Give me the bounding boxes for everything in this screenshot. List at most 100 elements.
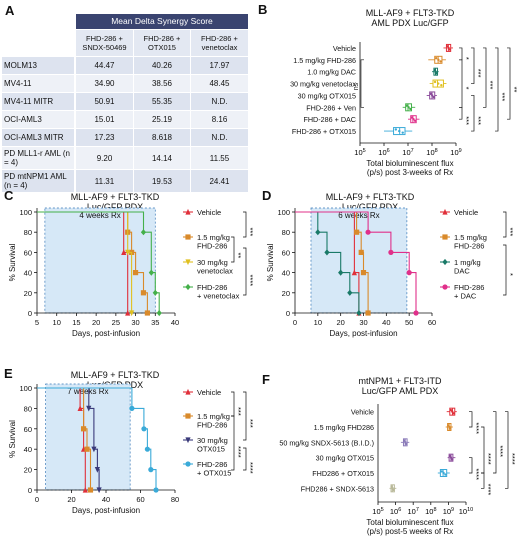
significance-label: ****	[484, 484, 493, 496]
significance-bracket	[459, 59, 463, 108]
x-tick-label: 1010	[459, 507, 473, 516]
panel-letter: D	[262, 188, 271, 203]
x-tick-label: 0	[35, 495, 39, 504]
category-label: FHD-286 + OTX015	[292, 127, 356, 136]
legend-label: OTX015	[197, 445, 225, 454]
x-tick-label: 20	[336, 318, 344, 327]
table-cell: 25.19	[134, 111, 190, 128]
y-tick-label: 0	[28, 309, 32, 318]
table-cell: 9.20	[76, 147, 133, 169]
box-point	[439, 60, 442, 63]
x-tick-label: 60	[428, 318, 436, 327]
box-point	[412, 117, 415, 121]
x-tick-label: 30	[359, 318, 367, 327]
treatment-window	[45, 383, 131, 491]
survival-marker	[125, 249, 131, 256]
x-axis-label: Total bioluminescent flux	[366, 518, 453, 527]
table-cell: 38.56	[134, 75, 190, 92]
significance-label: ***	[506, 228, 515, 237]
table-row-label: MV4-11	[2, 75, 74, 92]
survival-marker	[84, 446, 90, 452]
legend-label: + DAC	[454, 292, 477, 301]
box-point	[431, 94, 434, 97]
survival-marker	[129, 405, 135, 411]
survival-marker	[354, 229, 360, 235]
box-point	[444, 473, 447, 476]
table-cell: 14.14	[134, 147, 190, 169]
table-cell: 11.31	[76, 170, 133, 192]
legend-marker	[185, 234, 191, 240]
x-tick-label: 5	[35, 318, 39, 327]
box-point	[434, 57, 438, 60]
significance-bracket	[503, 211, 507, 238]
significance-bracket	[471, 95, 475, 132]
survival-curve	[295, 211, 360, 313]
x-tick-label: 105	[354, 148, 365, 157]
survival-marker	[144, 310, 150, 316]
legend-label: venetoclax	[197, 267, 233, 276]
survival-marker	[80, 426, 87, 432]
x-tick-label: 40	[171, 318, 179, 327]
box-point	[437, 82, 440, 85]
significance-label: ****	[496, 445, 505, 457]
y-tick-label: 40	[24, 445, 32, 454]
y-tick-label: 60	[282, 248, 290, 257]
x-tick-label: 40	[382, 318, 390, 327]
x-tick-label: 109	[443, 507, 454, 516]
box-point	[394, 128, 398, 131]
significance-bracket	[493, 411, 497, 474]
significance-label: **	[510, 87, 519, 93]
significance-bracket	[243, 211, 247, 238]
table-cell: 44.47	[76, 57, 133, 74]
box-point	[442, 471, 445, 475]
table-cell: 8.618	[134, 129, 190, 146]
legend-label: 1.5 mg/kg	[454, 233, 487, 242]
y-tick-label: 40	[282, 269, 290, 278]
y-tick-label: 60	[24, 248, 32, 257]
significance-bracket	[471, 47, 475, 84]
table-cell: 50.91	[76, 93, 133, 110]
significance-bracket	[231, 415, 235, 471]
survival-marker	[86, 405, 92, 412]
table-row-label: MV4-11 MITR	[2, 93, 74, 110]
survival-marker	[338, 269, 344, 276]
significance-label: ***	[474, 69, 483, 78]
legend-marker	[185, 259, 191, 266]
x-tick-label: 20	[67, 495, 75, 504]
legend-label: 30 mg/kg	[197, 436, 228, 445]
survival-marker	[140, 290, 147, 296]
legend-label: 1 mg/kg	[454, 258, 481, 267]
box-point	[405, 104, 409, 107]
legend-label: 1.5 mg/kg	[197, 412, 230, 421]
table-cell: 40.26	[134, 57, 190, 74]
significance-label: **	[234, 253, 243, 259]
chart-title: Luc/GFP PDX	[87, 202, 143, 212]
significance-label: ns	[353, 82, 360, 90]
box-point	[452, 412, 455, 415]
chart-title: AML PDX Luc/GFP	[371, 18, 448, 28]
x-axis-label: Total bioluminescent flux	[366, 159, 453, 168]
box-point	[449, 427, 452, 430]
significance-label: ***	[486, 81, 495, 90]
survival-marker	[360, 270, 367, 276]
y-tick-label: 80	[24, 228, 32, 237]
box-point	[433, 80, 437, 84]
panel-letter: F	[262, 372, 270, 387]
survival-marker	[140, 229, 147, 236]
significance-bracket	[503, 244, 507, 296]
box-point	[392, 488, 395, 492]
x-tick-label: 40	[102, 495, 110, 504]
box-point	[440, 470, 443, 473]
x-tick-label: 25	[112, 318, 120, 327]
box-point	[413, 119, 417, 122]
x-tick-label: 106	[378, 148, 389, 157]
box-point	[432, 95, 435, 99]
table-cell: 8.16	[191, 111, 248, 128]
legend-marker	[442, 258, 448, 266]
survival-marker	[82, 486, 88, 493]
survival-marker	[351, 269, 357, 276]
significance-label: ****	[246, 462, 255, 474]
table-cell: N.D.	[191, 129, 248, 146]
chart-title: MLL-AF9 + FLT3-TKD	[71, 192, 160, 202]
